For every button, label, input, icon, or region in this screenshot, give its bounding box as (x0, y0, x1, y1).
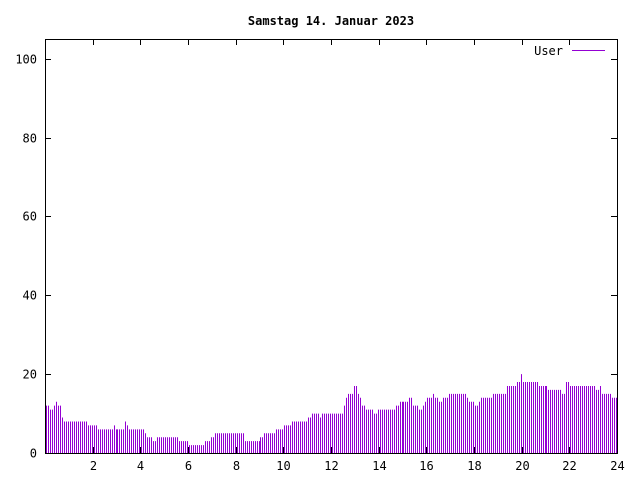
x-tick-label: 2 (90, 459, 97, 473)
x-tick-label: 6 (185, 459, 192, 473)
x-tick-label: 22 (562, 459, 576, 473)
y-tick-label: 80 (23, 132, 37, 146)
bars-group (46, 374, 617, 453)
x-tick-label: 16 (419, 459, 433, 473)
x-tick-label: 12 (324, 459, 338, 473)
x-tick-label: 10 (276, 459, 290, 473)
x-tick-label: 18 (467, 459, 481, 473)
x-tick-label: 14 (372, 459, 386, 473)
chart-title: Samstag 14. Januar 2023 (248, 14, 414, 28)
y-tick-label: 100 (15, 53, 37, 67)
x-tick-label: 4 (137, 459, 144, 473)
legend-label-user: User (534, 44, 563, 58)
y-tick-label: 40 (23, 289, 37, 303)
x-tick-label: 20 (515, 459, 529, 473)
y-tick-label: 20 (23, 368, 37, 382)
x-tick-label: 8 (233, 459, 240, 473)
y-tick-label: 0 (30, 447, 37, 461)
legend: User (534, 44, 605, 58)
y-tick-label: 60 (23, 210, 37, 224)
plot-frame (45, 39, 618, 454)
x-tick-label: 24 (610, 459, 624, 473)
